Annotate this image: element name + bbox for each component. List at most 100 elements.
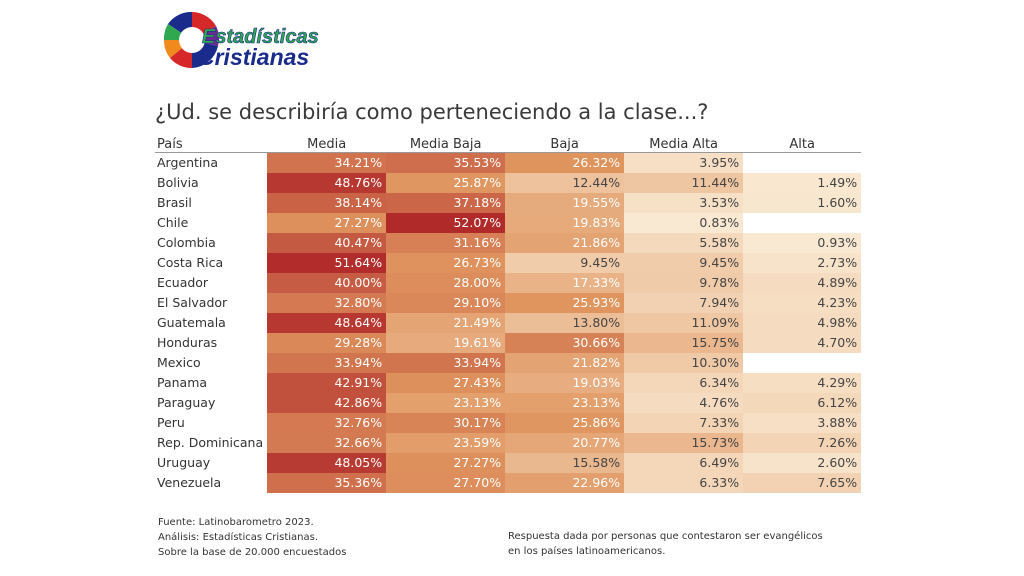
chart-title: ¿Ud. se describiría como perteneciendo a… (155, 100, 709, 124)
row-label: Brasil (155, 193, 268, 213)
heatmap-cell: 35.53% (386, 152, 506, 173)
heatmap-cell: 32.80% (267, 293, 387, 313)
heatmap-cell: 30.17% (386, 413, 506, 433)
heatmap-cell: 26.73% (386, 253, 506, 273)
heatmap-body: Argentina 34.21% 35.53% 26.32% 3.95% Bolivia 4… (155, 152, 862, 493)
heatmap-cell: 42.86% (267, 393, 387, 413)
heatmap-cell: 27.27% (386, 453, 506, 473)
table-row: Guatemala 48.64% 21.49% 13.80% 11.09% 4.98% (155, 313, 862, 333)
footer-base: Sobre la base de 20.000 encuestados (158, 547, 347, 558)
heatmap-cell: 7.33% (624, 413, 744, 433)
heatmap-cell (743, 213, 862, 233)
heatmap-cell: 25.93% (505, 293, 625, 313)
heatmap-cell: 0.83% (624, 213, 744, 233)
row-label: Colombia (155, 233, 268, 253)
heatmap-cell: 4.70% (743, 333, 862, 353)
table-row: Chile 27.27% 52.07% 19.83% 0.83% (155, 213, 862, 233)
heatmap-cell: 4.23% (743, 293, 862, 313)
heatmap-cell: 48.05% (267, 453, 387, 473)
heatmap-cell: 9.45% (505, 253, 625, 273)
heatmap-cell: 15.75% (624, 333, 744, 353)
heatmap-cell: 4.29% (743, 373, 862, 393)
header-row: País Media Media Baja Baja Media Alta Al… (155, 137, 862, 153)
column-header: Media Baja (386, 137, 506, 153)
heatmap-cell: 35.36% (267, 473, 387, 493)
row-label: Mexico (155, 353, 268, 373)
row-label: Paraguay (155, 393, 268, 413)
heatmap-cell: 1.60% (743, 193, 862, 213)
row-label: Guatemala (155, 313, 268, 333)
heatmap-cell: 21.86% (505, 233, 625, 253)
heatmap-cell: 25.87% (386, 173, 506, 193)
heatmap-cell: 17.33% (505, 273, 625, 293)
heatmap-cell: 40.47% (267, 233, 387, 253)
table-row: Paraguay 42.86% 23.13% 23.13% 4.76% 6.12% (155, 393, 862, 413)
row-label: Chile (155, 213, 268, 233)
heatmap-cell: 5.58% (624, 233, 744, 253)
heatmap-cell: 3.88% (743, 413, 862, 433)
heatmap-cell: 33.94% (267, 353, 387, 373)
heatmap-cell: 29.10% (386, 293, 506, 313)
heatmap-cell: 13.80% (505, 313, 625, 333)
heatmap-cell: 23.13% (505, 393, 625, 413)
heatmap-cell: 7.26% (743, 433, 862, 453)
heatmap-cell: 12.44% (505, 173, 625, 193)
table-row: Ecuador 40.00% 28.00% 17.33% 9.78% 4.89% (155, 273, 862, 293)
heatmap-cell: 22.96% (505, 473, 625, 493)
heatmap-cell: 9.45% (624, 253, 744, 273)
table-row: Mexico 33.94% 33.94% 21.82% 10.30% (155, 353, 862, 373)
logo-line-1: Estadísticas (202, 26, 319, 48)
logo: Estadísticas Cristianas (158, 6, 358, 74)
heatmap-cell: 7.94% (624, 293, 744, 313)
heatmap-cell: 3.95% (624, 152, 744, 173)
heatmap-cell: 10.30% (624, 353, 744, 373)
heatmap-cell: 0.93% (743, 233, 862, 253)
heatmap-table: País Media Media Baja Baja Media Alta Al… (155, 137, 862, 493)
column-header: Media (267, 137, 387, 153)
heatmap-cell: 6.12% (743, 393, 862, 413)
heatmap-cell: 19.55% (505, 193, 625, 213)
table-row: Rep. Dominicana 32.66% 23.59% 20.77% 15.73% 7… (155, 433, 862, 453)
heatmap-cell: 19.61% (386, 333, 506, 353)
heatmap-cell: 2.60% (743, 453, 862, 473)
heatmap-cell: 27.27% (267, 213, 387, 233)
heatmap-cell: 19.03% (505, 373, 625, 393)
footer-source: Fuente: Latinobarometro 2023. (158, 517, 314, 528)
heatmap-cell: 34.21% (267, 152, 387, 173)
row-label: Rep. Dominicana (155, 433, 268, 453)
row-label: Ecuador (155, 273, 268, 293)
table-row: Honduras 29.28% 19.61% 30.66% 15.75% 4.70% (155, 333, 862, 353)
table-row: Peru 32.76% 30.17% 25.86% 7.33% 3.88% (155, 413, 862, 433)
logo-ring-icon (163, 11, 219, 69)
table-row: Brasil 38.14% 37.18% 19.55% 3.53% 1.60% (155, 193, 862, 213)
heatmap-cell: 26.32% (505, 152, 625, 173)
heatmap-cell: 48.76% (267, 173, 387, 193)
heatmap-cell: 4.76% (624, 393, 744, 413)
heatmap-cell: 3.53% (624, 193, 744, 213)
heatmap-cell: 23.13% (386, 393, 506, 413)
row-label: Venezuela (155, 473, 268, 493)
table-row: Bolivia 48.76% 25.87% 12.44% 11.44% 1.49% (155, 173, 862, 193)
heatmap-cell: 33.94% (386, 353, 506, 373)
heatmap-cell: 7.65% (743, 473, 862, 493)
heatmap-cell: 38.14% (267, 193, 387, 213)
heatmap-cell: 30.66% (505, 333, 625, 353)
heatmap-cell: 29.28% (267, 333, 387, 353)
heatmap-cell: 21.82% (505, 353, 625, 373)
row-label: Peru (155, 413, 268, 433)
heatmap-cell: 21.49% (386, 313, 506, 333)
heatmap-cell: 11.09% (624, 313, 744, 333)
column-header: Media Alta (624, 137, 744, 153)
heatmap-cell (743, 353, 862, 373)
footer-note: Respuesta dada por personas que contesta… (508, 531, 823, 557)
heatmap-cell: 25.86% (505, 413, 625, 433)
heatmap-cell: 6.49% (624, 453, 744, 473)
table-row: Uruguay 48.05% 27.27% 15.58% 6.49% 2.60% (155, 453, 862, 473)
heatmap-cell: 42.91% (267, 373, 387, 393)
heatmap-cell: 32.66% (267, 433, 387, 453)
heatmap-cell (743, 152, 862, 173)
table-row: Argentina 34.21% 35.53% 26.32% 3.95% (155, 152, 862, 173)
heatmap-cell: 32.76% (267, 413, 387, 433)
row-label: Bolivia (155, 173, 268, 193)
table-row: Venezuela 35.36% 27.70% 22.96% 6.33% 7.65% (155, 473, 862, 493)
